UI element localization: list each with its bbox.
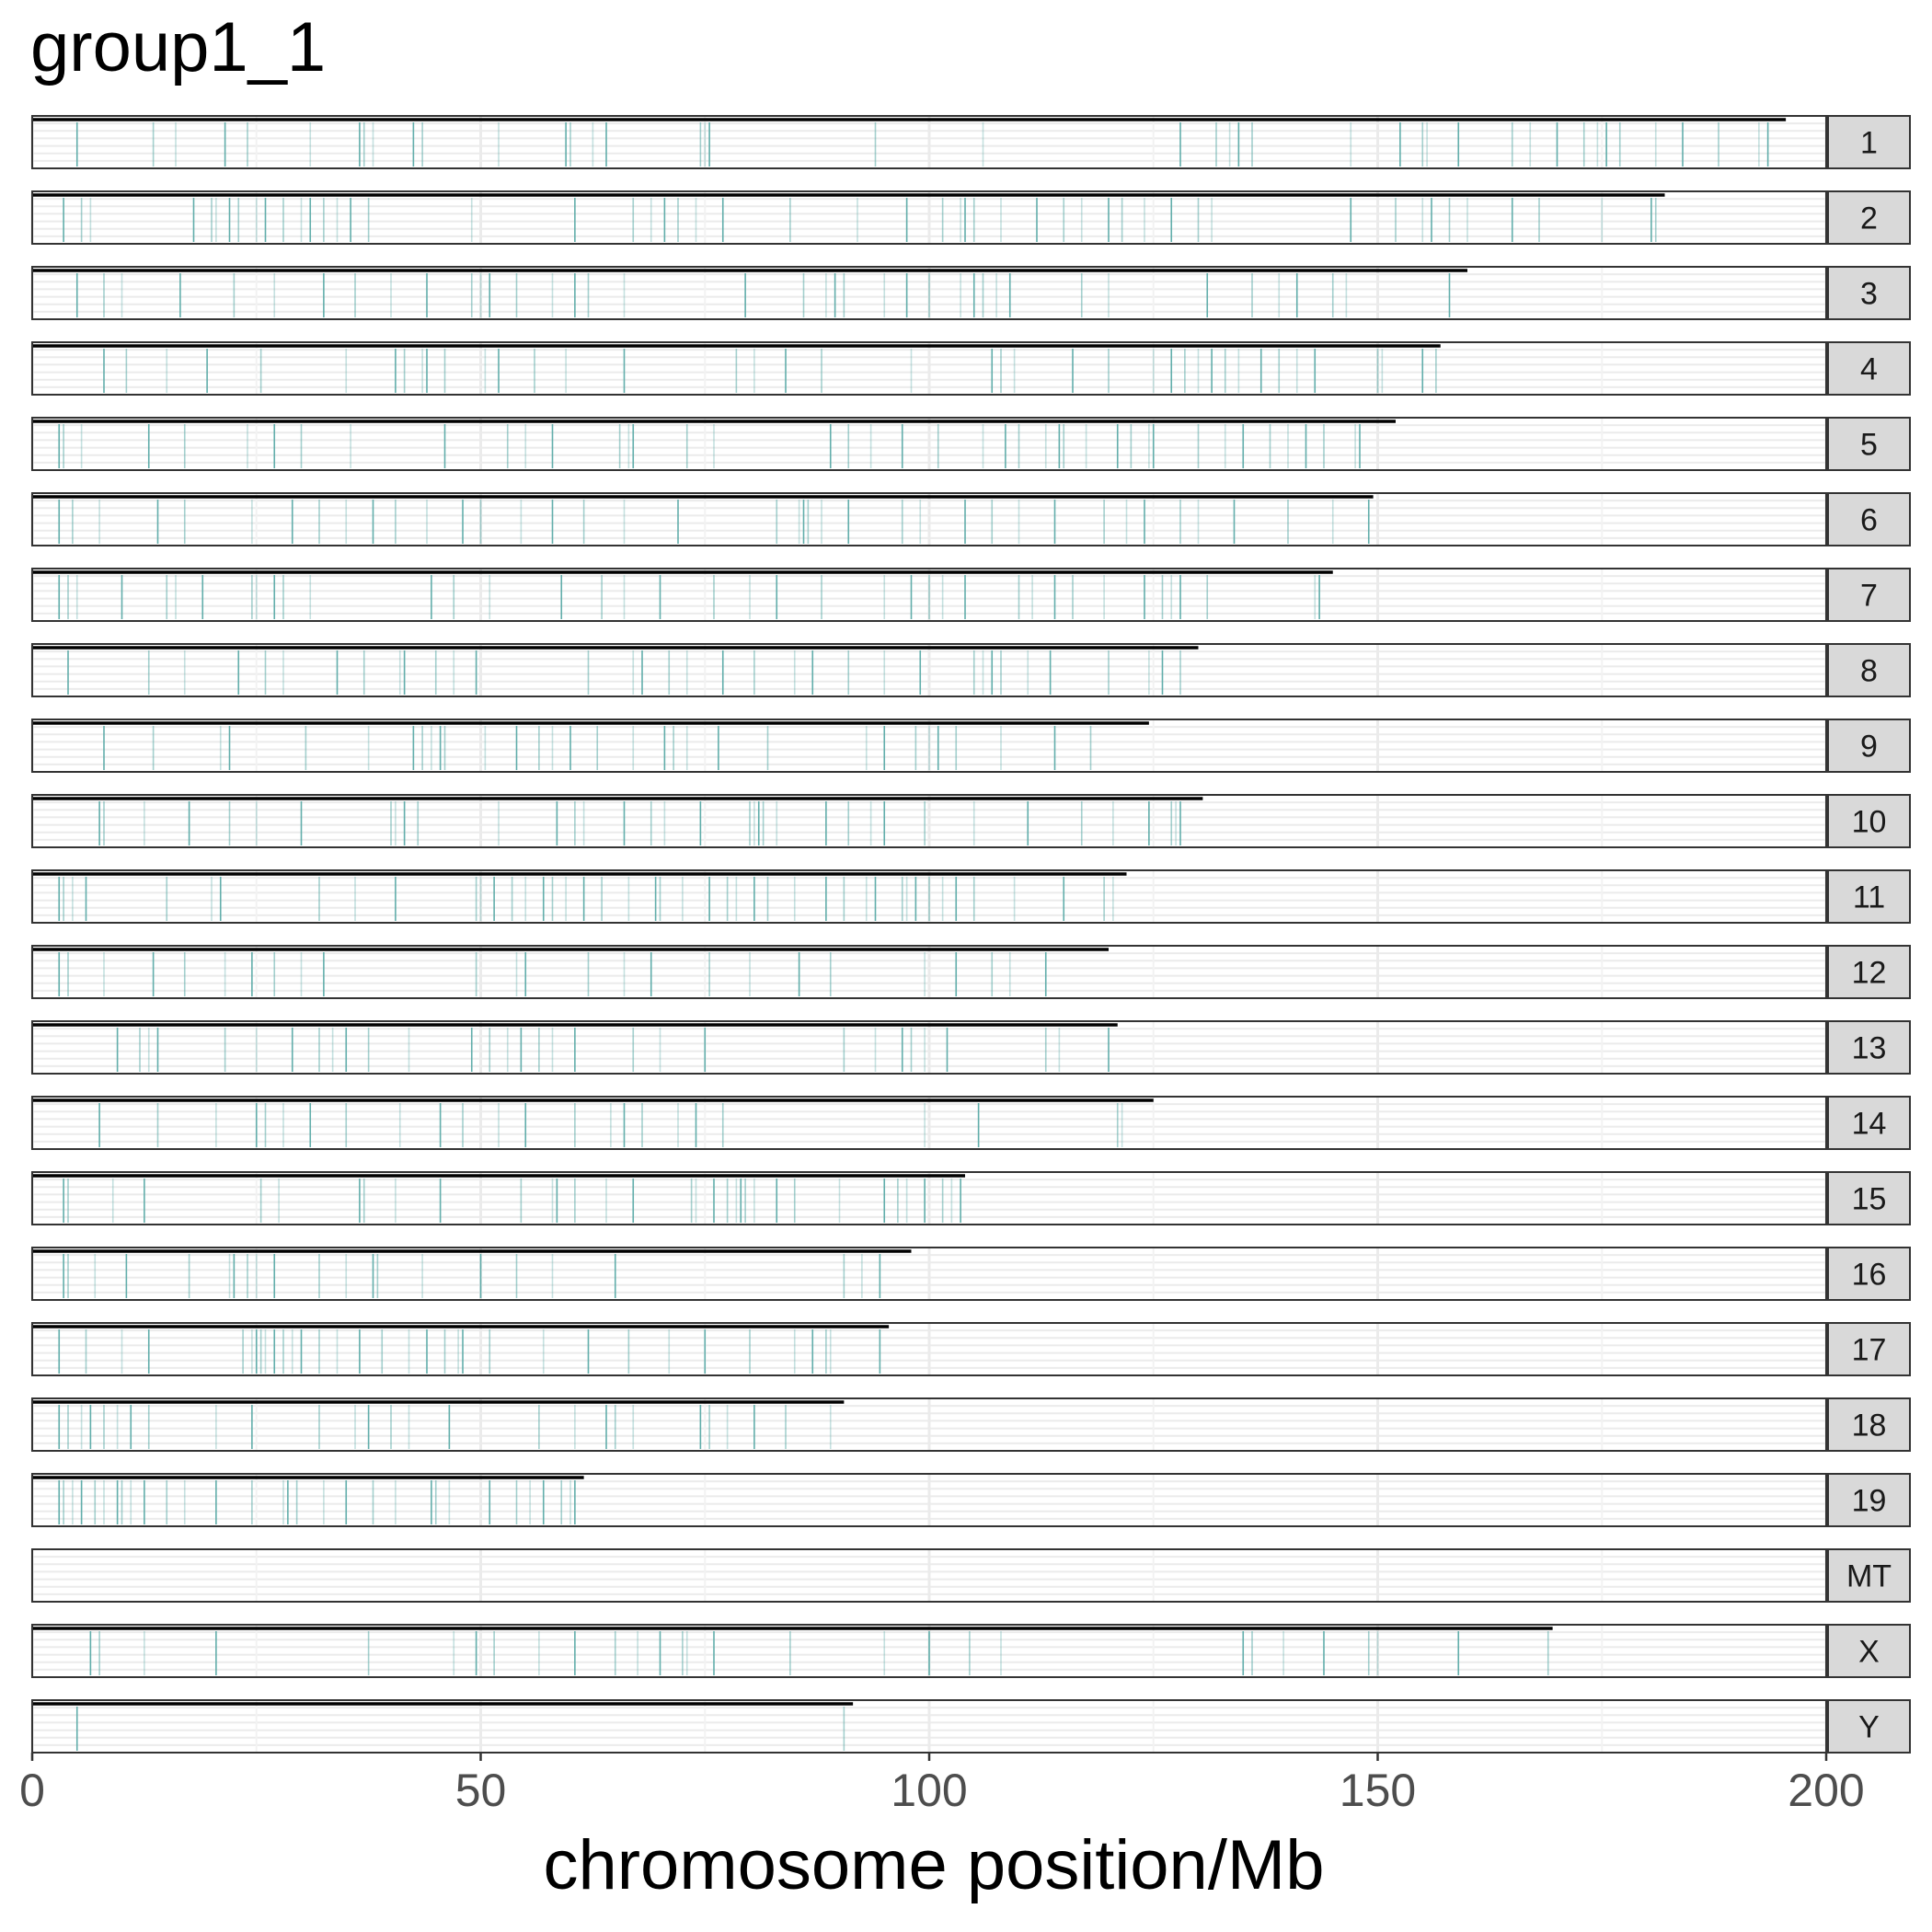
panel-mt: MT <box>30 1548 1911 1603</box>
strip-8 <box>1827 643 1911 697</box>
strip-13 <box>1827 1020 1911 1075</box>
panel-19: 19 <box>30 1473 1911 1527</box>
panel-10: 10 <box>30 794 1911 848</box>
strip-label-9: 9 <box>1860 730 1878 765</box>
panel-2: 2 <box>30 190 1911 245</box>
strip-14 <box>1827 1096 1911 1150</box>
panel-1: 1 <box>30 115 1911 169</box>
strip-15 <box>1827 1171 1911 1225</box>
strip-2 <box>1827 190 1911 245</box>
strip-label-y: Y <box>1858 1710 1880 1745</box>
strip-label-11: 11 <box>1853 880 1885 915</box>
strip-label-1: 1 <box>1860 126 1878 161</box>
strip-label-12: 12 <box>1852 956 1887 991</box>
panel-11: 11 <box>30 869 1911 924</box>
panel-9: 9 <box>30 719 1911 773</box>
strip-label-5: 5 <box>1860 428 1878 463</box>
panel-border <box>31 1473 1827 1527</box>
panel-border <box>31 719 1827 773</box>
strip-mt <box>1827 1548 1911 1603</box>
panel-border <box>31 266 1827 320</box>
strip-18 <box>1827 1397 1911 1452</box>
strip-label-4: 4 <box>1860 352 1878 387</box>
panel-7: 7 <box>30 568 1911 622</box>
strip-label-2: 2 <box>1860 201 1878 236</box>
x-tick-label: 50 <box>455 1765 507 1816</box>
panel-border <box>31 794 1827 848</box>
panel-border <box>31 190 1827 245</box>
panel-8: 8 <box>30 643 1911 697</box>
strip-label-19: 19 <box>1852 1484 1887 1519</box>
panel-border <box>31 341 1827 396</box>
panel-17: 17 <box>30 1322 1911 1376</box>
panel-6: 6 <box>30 492 1911 546</box>
strip-y <box>1827 1699 1911 1754</box>
strip-1 <box>1827 115 1911 169</box>
panel-14: 14 <box>30 1096 1911 1150</box>
panel-border <box>31 1096 1827 1150</box>
panel-border <box>31 1171 1827 1225</box>
panel-13: 13 <box>30 1020 1911 1075</box>
panel-border <box>31 1624 1827 1678</box>
strip-17 <box>1827 1322 1911 1376</box>
strip-16 <box>1827 1247 1911 1301</box>
strip-label-6: 6 <box>1860 503 1878 538</box>
x-tick-label: 100 <box>891 1765 967 1816</box>
strip-label-3: 3 <box>1860 277 1878 312</box>
panel-4: 4 <box>30 341 1911 396</box>
strip-label-mt: MT <box>1846 1559 1892 1594</box>
panel-5: 5 <box>30 417 1911 471</box>
x-axis: 0 50 100 150 200 <box>19 1753 1865 1816</box>
x-tick-label: 150 <box>1340 1765 1416 1816</box>
strip-10 <box>1827 794 1911 848</box>
strip-19 <box>1827 1473 1911 1527</box>
strip-label-16: 16 <box>1852 1258 1887 1293</box>
panel-border <box>31 1397 1827 1452</box>
strip-label-13: 13 <box>1852 1031 1887 1066</box>
strip-9 <box>1827 719 1911 773</box>
strip-label-x: X <box>1858 1635 1880 1670</box>
panel-border <box>31 1020 1827 1075</box>
strip-x <box>1827 1624 1911 1678</box>
panel-x: X <box>30 1624 1911 1678</box>
strip-label-17: 17 <box>1852 1333 1887 1368</box>
strip-label-8: 8 <box>1860 654 1878 689</box>
strip-6 <box>1827 492 1911 546</box>
panel-border <box>31 643 1827 697</box>
panel-border <box>31 417 1827 471</box>
x-tick-label: 200 <box>1788 1765 1864 1816</box>
strip-4 <box>1827 341 1911 396</box>
panel-border <box>31 492 1827 546</box>
strip-12 <box>1827 945 1911 999</box>
panel-18: 18 <box>30 1397 1911 1452</box>
strip-label-14: 14 <box>1852 1107 1887 1142</box>
strip-label-15: 15 <box>1852 1182 1887 1217</box>
strip-5 <box>1827 417 1911 471</box>
strip-label-10: 10 <box>1852 805 1887 840</box>
strip-11 <box>1827 869 1911 924</box>
panel-12: 12 <box>30 945 1911 999</box>
x-axis-title: chromosome position/Mb <box>543 1826 1325 1904</box>
panel-15: 15 <box>30 1171 1911 1225</box>
panel-border <box>31 1322 1827 1376</box>
panel-border <box>31 568 1827 622</box>
panel-3: 3 <box>30 266 1911 320</box>
panel-border <box>31 115 1827 169</box>
strip-label-7: 7 <box>1860 579 1878 614</box>
panel-border <box>31 945 1827 999</box>
panel-y: Y <box>30 1699 1911 1754</box>
panel-border <box>31 1548 1827 1603</box>
panel-16: 16 <box>30 1247 1911 1301</box>
panel-border <box>31 869 1827 924</box>
x-tick-label: 0 <box>19 1765 45 1816</box>
chart-title: group1_1 <box>30 8 327 86</box>
strip-7 <box>1827 568 1911 622</box>
strip-3 <box>1827 266 1911 320</box>
strip-label-18: 18 <box>1852 1409 1887 1443</box>
panel-border <box>31 1247 1827 1301</box>
